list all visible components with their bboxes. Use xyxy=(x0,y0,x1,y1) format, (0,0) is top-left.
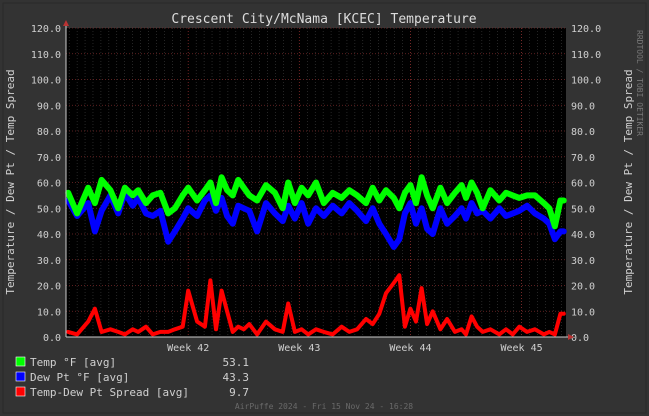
y-tick-label-right: 20.0 xyxy=(571,282,595,293)
y-tick-label-left: 60.0 xyxy=(37,179,61,190)
vendor-watermark: RRDTOOL / TOBI OETIKER xyxy=(635,30,644,136)
x-tick-label: Week 42 xyxy=(167,343,209,354)
y-tick-label-right: 10.0 xyxy=(571,307,595,318)
x-ticks: Week 42 Week 43 Week 44 Week 45 xyxy=(167,343,542,354)
y-tick-label-right: 120.0 xyxy=(571,24,601,35)
legend-label-temp: Temp °F [avg] xyxy=(30,356,116,369)
legend-swatch-temp xyxy=(15,356,26,367)
y-tick-label-right: 30.0 xyxy=(571,256,595,267)
y-tick-label-left: 50.0 xyxy=(37,204,61,215)
legend-item-spread: Temp-Dew Pt Spread [avg] 9.7 xyxy=(15,386,249,399)
y-tick-label-right: 40.0 xyxy=(571,230,595,241)
y-ticks-right: 0.0 10.0 20.0 30.0 40.0 50.0 60.0 70.0 80.0 90.0 1… xyxy=(571,24,601,344)
x-tick-label: Week 44 xyxy=(389,343,431,354)
legend-value-dewpt: 43.3 xyxy=(223,371,250,384)
legend-value-temp: 53.1 xyxy=(223,356,250,369)
x-axis-arrow xyxy=(568,334,574,340)
x-tick-label: Week 45 xyxy=(500,343,542,354)
y-tick-label-left: 10.0 xyxy=(37,307,61,318)
legend-item-dewpt: Dew Pt °F [avg] 43.3 xyxy=(15,371,250,384)
y-axis-label-left: Temperature / Dew Pt / Temp Spread xyxy=(4,69,17,294)
legend-swatch-spread xyxy=(15,386,26,397)
y-ticks-left: 0.0 10.0 20.0 30.0 40.0 50.0 60.0 70.0 80.0 90.0 1… xyxy=(31,24,61,344)
y-axis-label-right: Temperature / Dew Pt / Temp Spread xyxy=(622,69,635,294)
y-tick-label-left: 20.0 xyxy=(37,282,61,293)
y-tick-label-right: 90.0 xyxy=(571,101,595,112)
series-line-temp xyxy=(65,174,567,230)
legend-value-spread: 9.7 xyxy=(229,386,249,399)
legend: Temp °F [avg] 53.1 Dew Pt °F [avg] 43.3 … xyxy=(15,356,250,399)
legend-label-dewpt: Dew Pt °F [avg] xyxy=(30,371,129,384)
y-tick-label-right: 80.0 xyxy=(571,127,595,138)
y-tick-label-left: 90.0 xyxy=(37,101,61,112)
legend-item-temp: Temp °F [avg] 53.1 xyxy=(15,356,250,369)
legend-swatch-dewpt xyxy=(15,371,26,382)
y-tick-label-right: 70.0 xyxy=(571,153,595,164)
chart-title: Crescent City/McNama [KCEC] Temperature xyxy=(171,12,476,27)
y-tick-label-left: 0.0 xyxy=(43,333,61,344)
y-tick-label-right: 100.0 xyxy=(571,76,601,87)
y-tick-label-left: 40.0 xyxy=(37,230,61,241)
legend-label-spread: Temp-Dew Pt Spread [avg] xyxy=(30,386,189,399)
series-layer xyxy=(65,174,567,337)
footer-timestamp: AirPuffe 2024 - Fri 15 Nov 24 - 16:28 xyxy=(235,402,413,411)
y-axis-arrow xyxy=(63,20,69,26)
y-tick-label-right: 0.0 xyxy=(571,333,589,344)
y-tick-label-left: 70.0 xyxy=(37,153,61,164)
y-tick-label-left: 30.0 xyxy=(37,256,61,267)
y-tick-label-left: 110.0 xyxy=(31,50,61,61)
y-tick-label-right: 110.0 xyxy=(571,50,601,61)
y-tick-label-left: 120.0 xyxy=(31,24,61,35)
series-line-spread xyxy=(66,273,566,337)
y-tick-label-right: 50.0 xyxy=(571,204,595,215)
y-tick-label-left: 100.0 xyxy=(31,76,61,87)
x-tick-label: Week 43 xyxy=(278,343,320,354)
y-tick-label-left: 80.0 xyxy=(37,127,61,138)
y-tick-label-right: 60.0 xyxy=(571,179,595,190)
